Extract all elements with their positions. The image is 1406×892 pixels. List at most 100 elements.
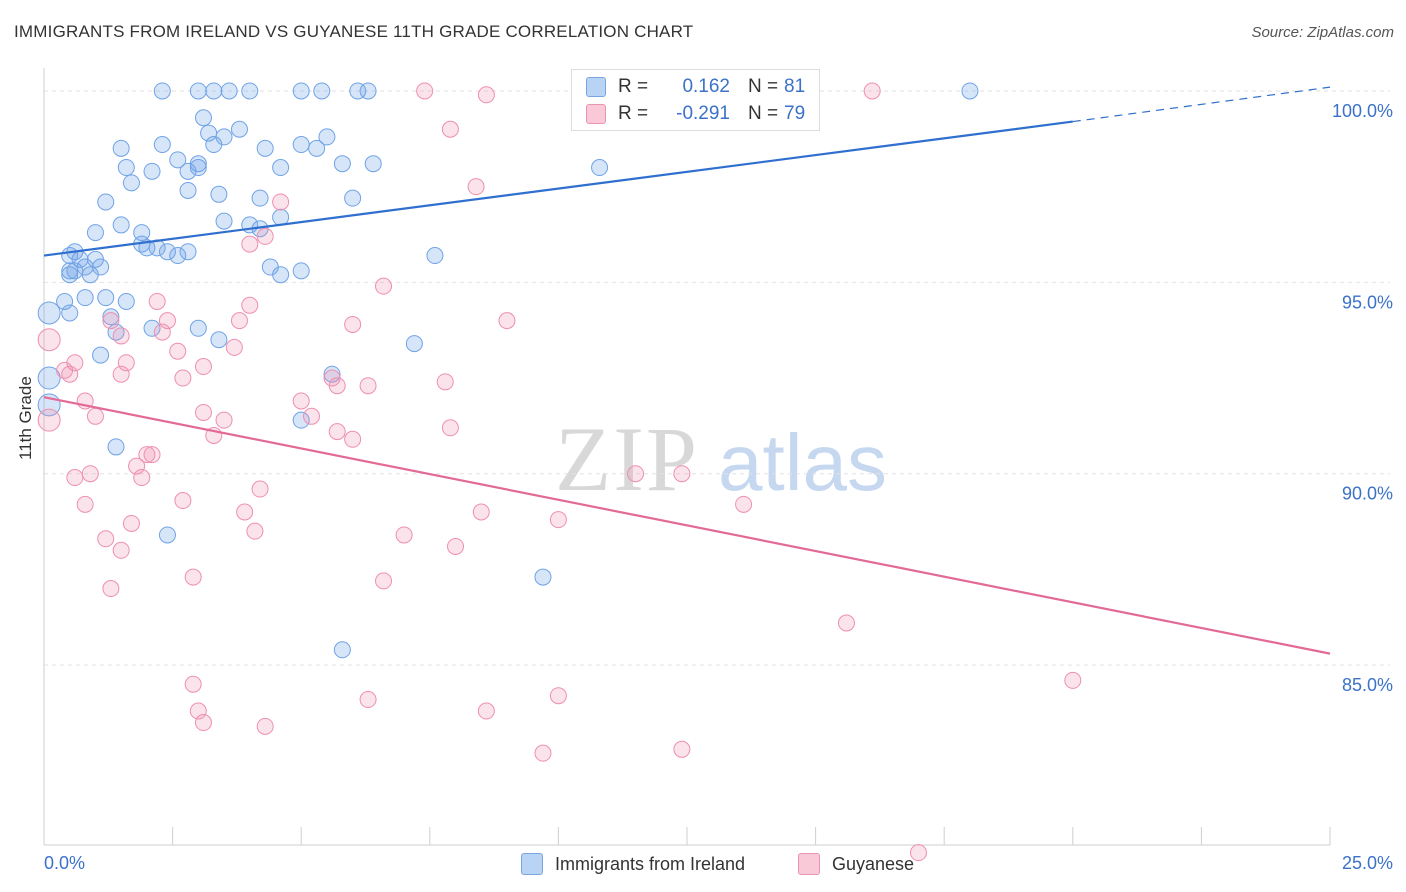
- bottom-legend-guyanese: Guyanese: [798, 853, 914, 875]
- point-ireland: [158, 526, 176, 544]
- point-guyanese: [328, 423, 346, 441]
- point-ireland: [292, 82, 310, 100]
- point-guyanese: [498, 312, 516, 330]
- point-guyanese: [236, 503, 254, 521]
- point-guyanese: [395, 526, 413, 544]
- stats-legend: R = 0.162 N = 81 R = -0.291 N = 79: [571, 69, 820, 131]
- point-ireland: [86, 224, 104, 242]
- chart-title: IMMIGRANTS FROM IRELAND VS GUYANESE 11TH…: [14, 22, 694, 41]
- legend-r-value: 0.162: [682, 76, 730, 97]
- point-ireland: [251, 189, 269, 207]
- point-guyanese: [292, 392, 310, 410]
- point-guyanese: [102, 580, 120, 598]
- point-guyanese: [102, 312, 120, 330]
- point-guyanese: [184, 568, 202, 586]
- point-ireland: [344, 189, 362, 207]
- point-guyanese: [37, 408, 61, 432]
- point-guyanese: [837, 614, 855, 632]
- point-guyanese: [467, 178, 485, 196]
- point-guyanese: [256, 227, 274, 245]
- point-ireland: [153, 136, 171, 154]
- legend-swatch-guyanese: [586, 104, 606, 124]
- point-ireland: [112, 216, 130, 234]
- point-ireland: [200, 124, 218, 142]
- point-ireland: [333, 155, 351, 173]
- point-ireland: [256, 139, 274, 157]
- point-ireland: [179, 181, 197, 199]
- point-guyanese: [416, 82, 434, 100]
- point-ireland: [205, 82, 223, 100]
- point-guyanese: [251, 480, 269, 498]
- point-ireland: [292, 262, 310, 280]
- point-ireland: [215, 212, 233, 230]
- source-note: Source: ZipAtlas.com: [1251, 24, 1394, 41]
- point-ireland: [194, 109, 212, 127]
- point-guyanese: [241, 296, 259, 314]
- point-ireland: [37, 301, 61, 325]
- point-guyanese: [441, 419, 459, 437]
- point-ireland: [143, 162, 161, 180]
- point-ireland: [189, 319, 207, 337]
- y-tick-label: 95.0%: [1342, 292, 1393, 312]
- point-ireland: [215, 128, 233, 146]
- point-ireland: [61, 304, 79, 322]
- point-ireland: [426, 247, 444, 265]
- legend-r-value: -0.291: [676, 103, 730, 124]
- y-tick-label: 85.0%: [1342, 675, 1393, 695]
- point-guyanese: [534, 744, 552, 762]
- point-guyanese: [81, 465, 99, 483]
- point-guyanese: [215, 411, 233, 429]
- point-ireland: [405, 335, 423, 353]
- legend-swatch-ireland: [586, 77, 606, 97]
- point-guyanese: [1064, 671, 1082, 689]
- legend-n-key: N =: [748, 103, 779, 124]
- watermark-atlas: atlas: [718, 418, 887, 507]
- point-ireland: [189, 159, 207, 177]
- bottom-legend-swatch-ireland: [521, 853, 543, 875]
- point-ireland: [97, 193, 115, 211]
- point-ireland: [333, 641, 351, 659]
- point-ireland: [169, 247, 187, 265]
- point-ireland: [349, 82, 367, 100]
- legend-n-value: 81: [784, 76, 806, 97]
- point-ireland: [313, 82, 331, 100]
- point-guyanese: [441, 120, 459, 138]
- point-ireland: [143, 319, 161, 337]
- point-ireland: [272, 208, 290, 226]
- point-ireland: [292, 136, 310, 154]
- legend-r-key: R =: [618, 76, 649, 97]
- point-ireland: [107, 438, 125, 456]
- point-ireland: [102, 308, 120, 326]
- bottom-legend-swatch-guyanese: [798, 853, 820, 875]
- trendline-ireland-extension: [1072, 86, 1331, 123]
- point-guyanese: [359, 691, 377, 709]
- point-guyanese: [272, 193, 290, 211]
- point-ireland: [292, 411, 310, 429]
- point-ireland: [158, 243, 176, 261]
- point-guyanese: [735, 495, 753, 513]
- point-ireland: [359, 82, 377, 100]
- point-guyanese: [138, 446, 156, 464]
- point-guyanese: [302, 407, 320, 425]
- point-ireland: [76, 289, 94, 307]
- point-guyanese: [112, 365, 130, 383]
- point-guyanese: [112, 541, 130, 559]
- point-guyanese: [133, 469, 151, 487]
- trendline-guyanese: [43, 396, 1331, 655]
- point-guyanese: [122, 514, 140, 532]
- x-tick-label: 0.0%: [44, 853, 85, 873]
- point-ireland: [241, 82, 259, 100]
- point-guyanese: [97, 530, 115, 548]
- point-guyanese: [230, 312, 248, 330]
- point-ireland: [153, 82, 171, 100]
- point-guyanese: [158, 312, 176, 330]
- bottom-legend-label-guyanese: Guyanese: [832, 853, 915, 874]
- point-guyanese: [673, 740, 691, 758]
- legend-row-guyanese: R = -0.291 N = 79: [586, 101, 805, 127]
- point-ireland: [122, 174, 140, 192]
- point-ireland: [318, 128, 336, 146]
- point-guyanese: [549, 687, 567, 705]
- point-guyanese: [447, 537, 465, 555]
- point-ireland: [189, 82, 207, 100]
- point-guyanese: [863, 82, 881, 100]
